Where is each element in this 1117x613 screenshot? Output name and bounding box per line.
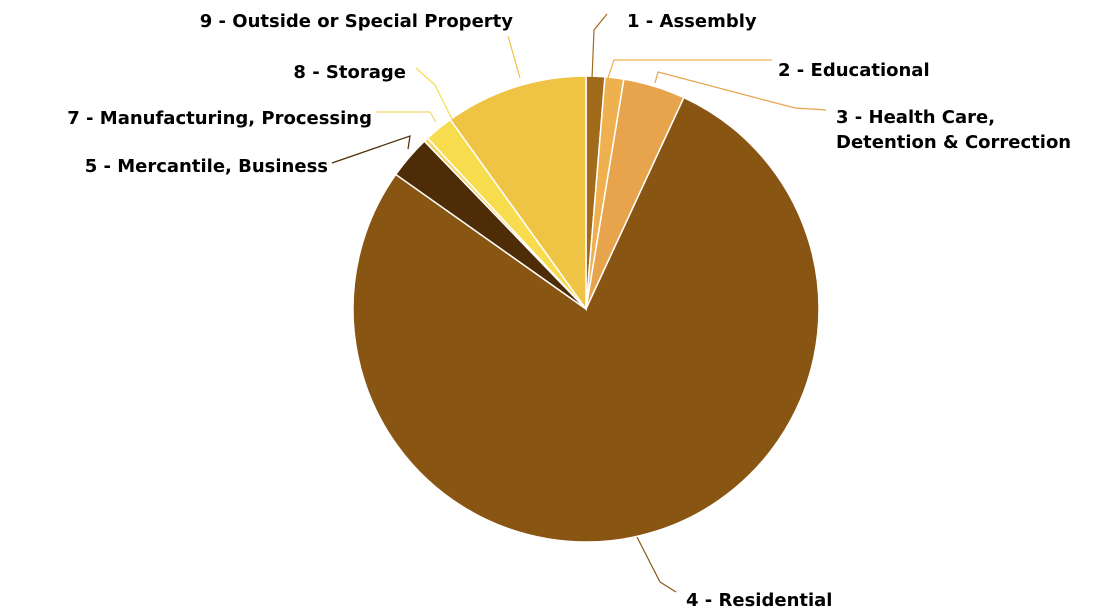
leader-line: [607, 59, 772, 79]
slice-label-line: 5 - Mercantile, Business: [85, 156, 328, 177]
pie-labels: 1 - Assembly 2 - Educational 3 - Health Ca…: [67, 11, 1071, 611]
slice-label: 8 - Storage: [293, 62, 406, 83]
slice-label-line: 3 - Health Care,: [836, 107, 995, 128]
pie-slice: [449, 75, 587, 312]
slice-label: 7 - Manufacturing, Processing: [67, 108, 372, 129]
slice-label: 2 - Educational: [778, 60, 930, 81]
slice-label: 4 - Residential: [686, 590, 832, 611]
leader-line: [415, 67, 453, 120]
leader-line: [654, 71, 827, 111]
slice-label-line: 9 - Outside or Special Property: [200, 11, 513, 32]
slice-label: 3 - Health Care, Detention & Correction: [836, 107, 1071, 153]
slice-label-line: 1 - Assembly: [627, 11, 757, 32]
pie-slices: [352, 75, 820, 543]
leader-line: [331, 135, 411, 164]
slice-label: 5 - Mercantile, Business: [85, 156, 328, 177]
leader-line: [636, 536, 677, 593]
pie-slice: [352, 96, 820, 543]
pie-leader-lines: [331, 13, 827, 593]
leader-line: [507, 35, 521, 79]
slice-label-line: 8 - Storage: [293, 62, 406, 83]
slice-label-line: 4 - Residential: [686, 590, 832, 611]
leader-line: [376, 111, 437, 123]
slice-label: 1 - Assembly: [627, 11, 757, 32]
slice-label-line: 7 - Manufacturing, Processing: [67, 108, 372, 129]
slice-label-line: 2 - Educational: [778, 60, 930, 81]
slice-label: 9 - Outside or Special Property: [200, 11, 513, 32]
leader-line: [591, 13, 608, 80]
slice-label-line: Detention & Correction: [836, 132, 1071, 153]
